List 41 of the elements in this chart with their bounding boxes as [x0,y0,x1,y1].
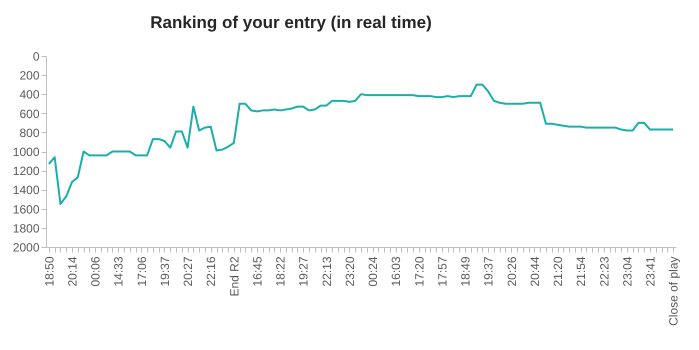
y-tick-label: 1000 [12,145,40,159]
x-tick-label: 23:20 [342,256,357,287]
x-tick-label: 21:20 [551,256,566,287]
x-tick-label: 22:23 [597,256,612,287]
chart-title: Ranking of your entry (in real time) [150,13,432,32]
y-tick-label: 1600 [12,202,40,216]
x-tick-label: 00:24 [366,256,380,287]
y-tick-label: 800 [19,126,40,140]
x-tick-label: 23:41 [643,256,658,287]
x-tick-label: End R2 [227,256,242,297]
y-tick-label: 0 [32,50,40,64]
x-tick-label: Close of play [666,256,681,326]
x-tick-label: 19:37 [482,256,496,287]
x-tick-label: 21:54 [574,256,588,287]
x-tick-label: 22:16 [204,256,218,287]
x-tick-label: 14:33 [112,256,126,287]
x-tick-label: 17:06 [134,256,149,287]
x-tick-label: 23:04 [620,256,634,287]
y-tick-label: 1200 [12,164,40,178]
x-tick-label: 18:50 [42,256,56,287]
x-tick-label: 17:57 [435,256,450,287]
x-tick-label: 20:44 [528,256,542,287]
x-tick-label: 20:26 [504,256,519,287]
x-tick-label: 16:03 [389,256,404,287]
x-tick-label: 18:49 [458,256,473,287]
x-tick-label: 18:22 [274,256,288,287]
x-tick-label: 22:13 [320,256,334,287]
x-tick-label: 20:27 [181,256,196,287]
y-tick-label: 400 [19,88,40,102]
x-tick-label: 00:06 [88,256,103,287]
y-tick-label: 2000 [12,240,40,254]
x-tick-label: 16:45 [250,256,264,287]
x-tick-label: 17:20 [412,256,426,287]
line-series [48,84,674,206]
y-tick-label: 200 [19,68,40,83]
y-tick-label: 1400 [12,183,40,198]
x-tick-label: 19:37 [158,256,172,287]
y-tick-label: 1800 [12,221,40,236]
x-tick-label: 20:14 [66,256,80,287]
y-tick-label: 600 [19,106,40,121]
x-tick-label: 19:27 [296,256,311,287]
